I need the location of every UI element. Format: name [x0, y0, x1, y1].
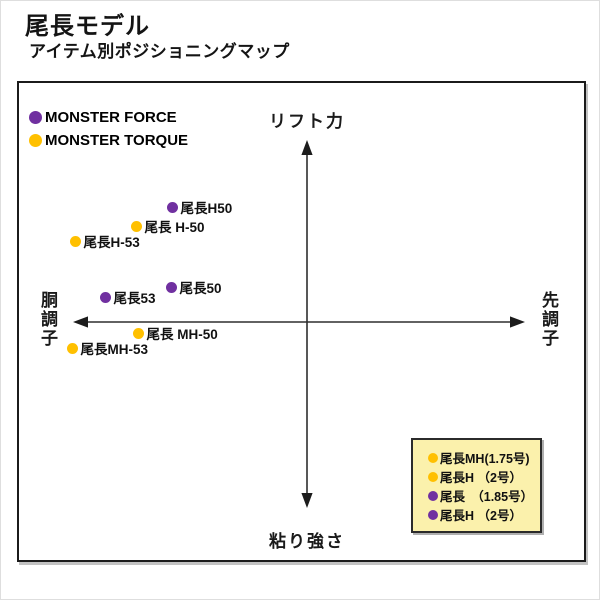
data-point-dot [99, 291, 111, 303]
figure-subtitle: アイテム別ポジショニングマップ [29, 42, 290, 61]
data-point-dot [166, 201, 178, 213]
data-point-label: 尾長 H-50 [144, 220, 205, 235]
series-legend: MONSTER FORCE MONSTER TORQUE [29, 106, 188, 152]
data-point-dot [132, 327, 144, 339]
data-point: 尾長 MH-50 [132, 323, 218, 343]
item-legend-item: 尾長MH(1.75号) [428, 448, 540, 467]
data-point: 尾長H-53 [69, 231, 140, 251]
item-color-dot [428, 509, 438, 520]
item-legend-label: 尾長H （2号） [440, 471, 522, 485]
series-legend-label: MONSTER FORCE [45, 109, 177, 126]
data-point-label: 尾長53 [113, 291, 156, 306]
axis-label-lift: リフト力 [269, 112, 345, 131]
data-point: 尾長53 [99, 287, 156, 307]
item-legend-item: 尾長H （2号） [428, 505, 540, 524]
arrowhead-up-icon [301, 140, 313, 155]
axis-label-slow-taper: 胴調子 [38, 291, 57, 348]
item-legend-item: 尾長 （1.85号） [428, 486, 540, 505]
item-legend-label: 尾長H （2号） [440, 509, 522, 523]
data-point-dot [66, 342, 78, 354]
data-point-label: 尾長H50 [180, 201, 233, 216]
item-legend-box: 尾長MH(1.75号) 尾長H （2号） 尾長 （1.85号） 尾長H （2号） [411, 438, 542, 533]
item-legend-item: 尾長H （2号） [428, 467, 540, 486]
data-point-label: 尾長MH-53 [80, 342, 149, 357]
item-color-dot [428, 471, 438, 482]
series-color-dot [29, 134, 42, 147]
arrowhead-right-icon [510, 316, 525, 328]
series-legend-label: MONSTER TORQUE [45, 132, 189, 149]
arrowhead-down-icon [301, 493, 313, 508]
item-color-dot [428, 452, 438, 463]
item-color-dot [428, 490, 438, 501]
data-point-dot [69, 235, 81, 247]
axis-label-fast-taper: 先調子 [539, 291, 558, 348]
data-point-dot [165, 281, 177, 293]
axis-label-tenacity: 粘り強さ [269, 532, 345, 551]
item-legend-label: 尾長MH(1.75号) [440, 452, 530, 466]
item-legend-label: 尾長 （1.85号） [440, 490, 534, 504]
data-point: 尾長 H-50 [130, 216, 205, 236]
arrowhead-left-icon [73, 316, 88, 328]
data-point: 尾長MH-53 [66, 338, 149, 358]
data-point: 尾長H50 [166, 197, 233, 217]
data-point-label: 尾長 MH-50 [146, 327, 218, 342]
data-point: 尾長50 [165, 277, 222, 297]
axes-arrows [73, 140, 525, 508]
positioning-map: MONSTER FORCE MONSTER TORQUE リフト力 粘り強さ 胴調… [17, 81, 586, 562]
figure-title: 尾長モデル [25, 13, 150, 40]
data-point-label: 尾長50 [179, 281, 222, 296]
data-point-label: 尾長H-53 [83, 235, 140, 250]
series-legend-item: MONSTER TORQUE [29, 129, 188, 152]
data-point-dot [130, 220, 142, 232]
data-points-layer: 尾長H50 尾長50 尾長53 尾長 H-50 尾長H-53 尾長 MH-50 尾長MH-5… [19, 83, 584, 560]
series-legend-item: MONSTER FORCE [29, 106, 188, 129]
item-legend-rows: 尾長MH(1.75号) 尾長H （2号） 尾長 （1.85号） 尾長H （2号） [428, 448, 540, 524]
series-color-dot [29, 111, 42, 124]
